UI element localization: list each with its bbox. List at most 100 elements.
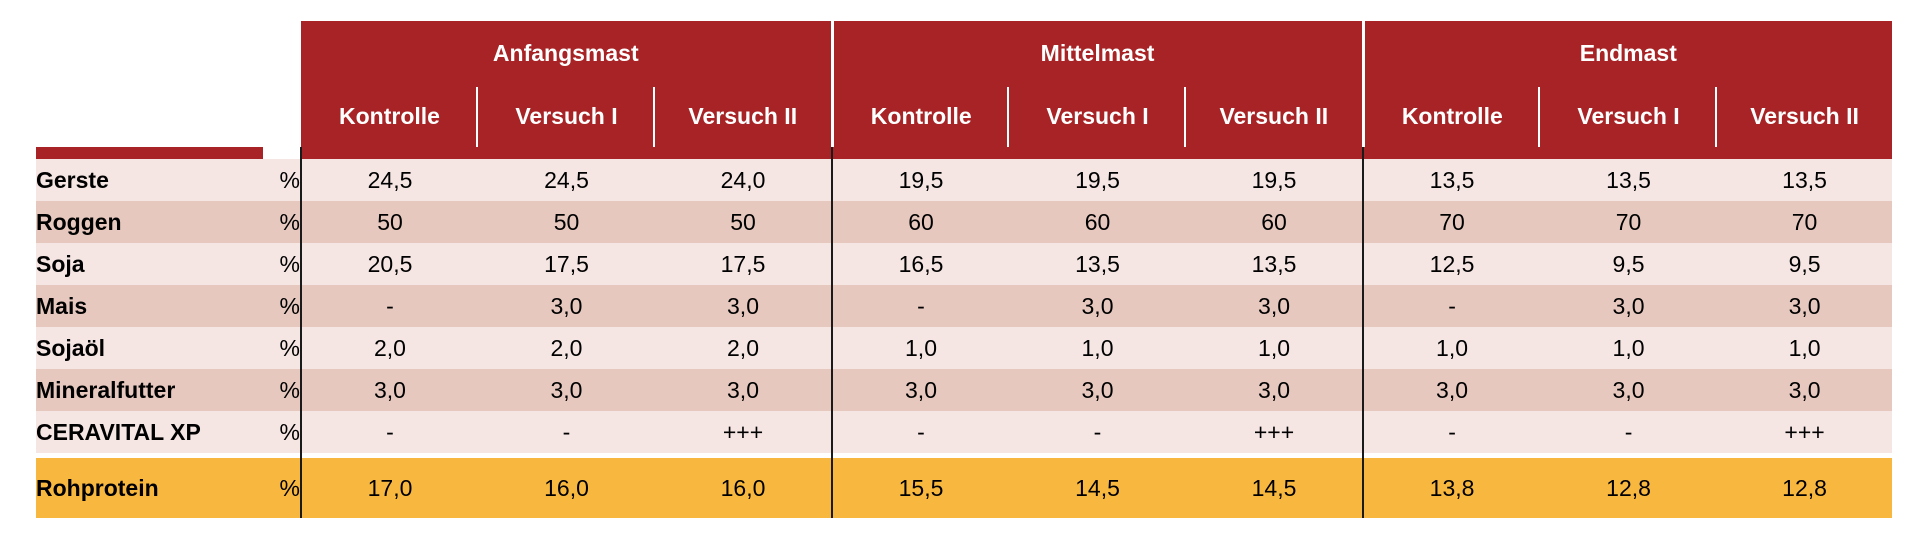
- subheader-divider: [1538, 87, 1541, 147]
- value-cell: 50: [300, 201, 478, 243]
- row-label: Rohprotein: [36, 458, 263, 518]
- total-row: Rohprotein% 17,0 16,0 16,0 15,5 14,5 14,5 13,8 1…: [36, 458, 1893, 518]
- header-corner: [36, 21, 301, 85]
- row-label: Mineralfutter: [36, 369, 263, 411]
- value-cell: 13,5: [1362, 159, 1541, 201]
- group-header-anfangsmast: Anfangsmast: [301, 21, 833, 85]
- value-cell: 3,0: [1009, 369, 1187, 411]
- value-cell: 3,0: [831, 369, 1010, 411]
- row-unit: %: [263, 458, 301, 518]
- gap-cell: [831, 453, 1364, 458]
- value-cell: 2,0: [300, 327, 478, 369]
- feed-composition-table: Anfangsmast Mittelmast Endmast Kontrolle…: [36, 21, 1893, 518]
- value-cell: 70: [1362, 201, 1541, 243]
- value-cell: 3,0: [478, 285, 655, 327]
- value-cell: 13,5: [1540, 159, 1718, 201]
- value-cell: 24,0: [655, 159, 833, 201]
- value-cell: 3,0: [300, 369, 478, 411]
- value-cell: 17,5: [478, 243, 655, 285]
- value-cell: 1,0: [1540, 327, 1718, 369]
- ribbon-gap: [263, 147, 301, 159]
- value-cell: 1,0: [1717, 327, 1893, 369]
- value-cell: -: [1540, 411, 1718, 453]
- value-cell: 3,0: [1540, 285, 1718, 327]
- value-cell: 16,0: [655, 458, 833, 518]
- value-cell: 13,5: [1009, 243, 1187, 285]
- value-cell: +++: [1186, 411, 1364, 453]
- subheader-label: Versuch II: [1219, 102, 1329, 129]
- value-cell: 3,0: [1717, 285, 1893, 327]
- row-label: Soja: [36, 243, 263, 285]
- value-cell: 1,0: [1009, 327, 1187, 369]
- value-cell: 24,5: [478, 159, 655, 201]
- row-label: CERAVITAL XP: [36, 411, 263, 453]
- value-cell: 19,5: [831, 159, 1010, 201]
- value-cell: -: [300, 285, 478, 327]
- value-cell: 3,0: [1186, 369, 1364, 411]
- value-cell: 3,0: [478, 369, 655, 411]
- table-row: Soja% 20,5 17,5 17,5 16,5 13,5 13,5 12,5 9,5 9,5: [36, 243, 1893, 285]
- total-gap: [36, 453, 1893, 458]
- gap-cell: [299, 453, 833, 458]
- value-cell: -: [478, 411, 655, 453]
- value-cell: 12,5: [1362, 243, 1541, 285]
- row-unit: %: [263, 369, 301, 411]
- value-cell: 3,0: [1186, 285, 1364, 327]
- value-cell: +++: [655, 411, 833, 453]
- subheader-divider: [1007, 87, 1010, 147]
- header-corner-lower: [36, 85, 301, 147]
- value-cell: 1,0: [831, 327, 1010, 369]
- value-cell: 50: [655, 201, 833, 243]
- value-cell: 16,0: [478, 458, 655, 518]
- value-cell: 9,5: [1717, 243, 1893, 285]
- value-cell: 9,5: [1540, 243, 1718, 285]
- table-row: Sojaöl% 2,0 2,0 2,0 1,0 1,0 1,0 1,0 1,0 1,0: [36, 327, 1893, 369]
- value-cell: 14,5: [1186, 458, 1364, 518]
- table-row: Mineralfutter% 3,0 3,0 3,0 3,0 3,0 3,0 3,0 3,0 3,…: [36, 369, 1893, 411]
- value-cell: 13,5: [1717, 159, 1893, 201]
- value-cell: 3,0: [655, 369, 833, 411]
- row-unit: %: [263, 159, 301, 201]
- value-cell: 2,0: [655, 327, 833, 369]
- value-cell: -: [300, 411, 478, 453]
- subheader-label: Kontrolle: [870, 102, 972, 129]
- subheader-cell: Versuch II: [655, 85, 833, 147]
- row-unit: %: [263, 243, 301, 285]
- value-cell: 3,0: [1362, 369, 1541, 411]
- row-unit: %: [263, 411, 301, 453]
- subheader-cell: Versuch II: [1717, 85, 1893, 147]
- ribbon-left: [36, 147, 263, 159]
- subheader-divider: [476, 87, 478, 147]
- gap-cell: [1362, 453, 1893, 458]
- subheader-label: Versuch II: [1750, 102, 1859, 129]
- value-cell: 17,5: [655, 243, 833, 285]
- value-cell: 1,0: [1362, 327, 1541, 369]
- value-cell: 3,0: [1540, 369, 1718, 411]
- value-cell: 60: [831, 201, 1010, 243]
- row-unit: %: [263, 285, 301, 327]
- gap-cell: [36, 453, 301, 458]
- value-cell: 16,5: [831, 243, 1010, 285]
- value-cell: 12,8: [1717, 458, 1893, 518]
- row-label: Mais: [36, 285, 263, 327]
- subheader-label: Kontrolle: [339, 102, 440, 129]
- subheader-label: Versuch I: [515, 102, 618, 129]
- value-cell: 20,5: [300, 243, 478, 285]
- subheader-divider: [1184, 87, 1187, 147]
- value-cell: -: [1362, 285, 1541, 327]
- value-cell: 3,0: [655, 285, 833, 327]
- subheader-label: Kontrolle: [1401, 102, 1503, 129]
- row-label: Roggen: [36, 201, 263, 243]
- value-cell: 60: [1009, 201, 1187, 243]
- subheader-cell: Versuch I: [1540, 85, 1718, 147]
- value-cell: 12,8: [1540, 458, 1718, 518]
- value-cell: 15,5: [831, 458, 1010, 518]
- ribbon-segment: [1362, 147, 1893, 159]
- subheader-cell: Versuch I: [1009, 85, 1187, 147]
- value-cell: 13,8: [1362, 458, 1541, 518]
- subheader-divider: [653, 87, 655, 147]
- value-cell: 1,0: [1186, 327, 1364, 369]
- subheader-cell: Versuch II: [1186, 85, 1364, 147]
- subheader-cell: Kontrolle: [301, 85, 478, 147]
- value-cell: -: [831, 285, 1010, 327]
